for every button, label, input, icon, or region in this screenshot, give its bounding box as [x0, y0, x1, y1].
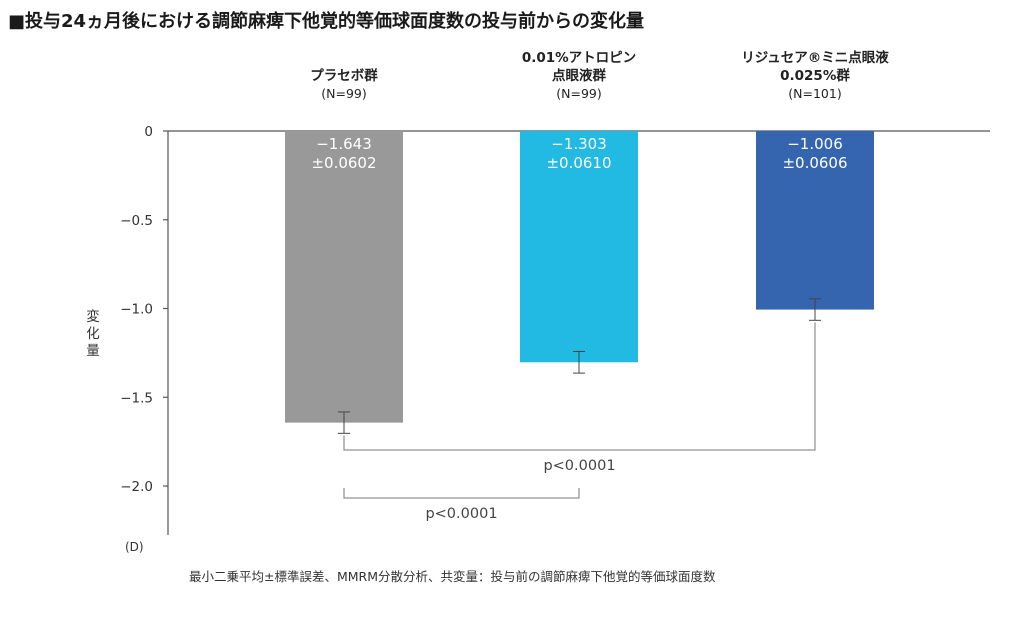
p-value-label: p<0.0001	[425, 506, 497, 522]
bar-value-label: −1.006	[787, 135, 843, 153]
category-label: プラセボ群	[310, 67, 378, 84]
bar-se-label: ±0.0606	[782, 154, 847, 172]
comparisons: p<0.0001 p<0.0001	[343, 322, 816, 522]
category-n: (N=99)	[321, 86, 366, 101]
category-label: リジュセア®ミニ点眼液	[741, 49, 889, 66]
footnote: 最小二乗平均±標準誤差、MMRM分散分析、共変量：投与前の調節麻痺下他覚的等価球…	[189, 569, 716, 584]
y-tick-label: 0	[144, 124, 153, 140]
y-tick-label: −0.5	[120, 213, 153, 229]
y-axis-label: 変化量	[86, 308, 100, 359]
category-n: (N=101)	[788, 86, 841, 101]
category-label: 0.025%群	[780, 67, 850, 84]
bar-value-label: −1.643	[316, 135, 372, 153]
bar-se-label: ±0.0610	[546, 154, 611, 172]
y-tick-label: −2.0	[120, 479, 153, 495]
chart-title: ■投与24ヵ月後における調節麻痺下他覚的等価球面度数の投与前からの変化量	[8, 10, 644, 32]
bar-se-label: ±0.0602	[311, 154, 376, 172]
comparison-bracket	[343, 488, 580, 499]
y-unit-label: (D)	[125, 540, 144, 554]
axes: 0 −0.5 −1.0 −1.5 −2.0	[120, 124, 990, 535]
bar	[285, 131, 403, 423]
category-label: 点眼液群	[552, 67, 606, 84]
y-tick-label: −1.0	[120, 302, 153, 318]
bars: −1.643±0.0602 −1.303±0.0610 −1.006±0.0606	[285, 131, 874, 434]
category-n: (N=99)	[556, 86, 601, 101]
p-value-label: p<0.0001	[543, 458, 615, 474]
category-label: 0.01%アトロピン	[522, 50, 636, 66]
bar-value-label: −1.303	[551, 135, 607, 153]
y-tick-label: −1.5	[120, 390, 153, 406]
bar	[520, 131, 638, 363]
comparison-bracket	[343, 322, 816, 451]
bar	[756, 131, 874, 310]
